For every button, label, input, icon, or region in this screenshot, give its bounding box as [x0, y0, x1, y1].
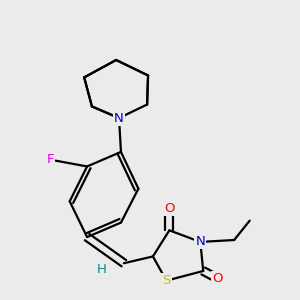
Text: O: O [212, 272, 223, 285]
Text: N: N [195, 236, 205, 248]
Text: O: O [164, 202, 175, 214]
Text: N: N [114, 112, 124, 124]
Text: F: F [46, 153, 54, 166]
Text: S: S [162, 274, 171, 287]
Text: H: H [97, 262, 106, 275]
